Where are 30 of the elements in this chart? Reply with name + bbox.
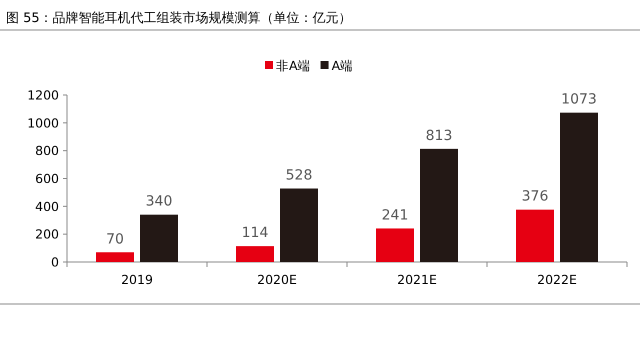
data-label: 528 xyxy=(286,168,312,184)
x-tick-label: 2019 xyxy=(121,272,153,287)
y-tick-label: 600 xyxy=(35,171,60,186)
bar xyxy=(236,246,274,262)
x-tick-label: 2020E xyxy=(257,272,297,287)
bar xyxy=(280,188,318,262)
bar xyxy=(420,148,458,262)
bar xyxy=(376,228,414,262)
data-label: 241 xyxy=(382,207,408,224)
data-label: 340 xyxy=(146,194,172,210)
y-tick-label: 1000 xyxy=(27,115,60,130)
y-tick-label: 1200 xyxy=(27,88,60,102)
y-tick-label: 400 xyxy=(35,198,60,214)
y-tick-label: 800 xyxy=(35,143,60,158)
chart-title: 图 55：品牌智能耳机代工组装市场规模测算（单位：亿元） xyxy=(6,11,352,26)
data-label: 70 xyxy=(106,231,124,248)
bar xyxy=(560,112,598,262)
y-tick-label: 200 xyxy=(35,226,60,242)
x-tick-label: 2021E xyxy=(397,272,437,287)
data-label: 376 xyxy=(522,188,548,205)
bar xyxy=(140,214,178,262)
legend-label: A端 xyxy=(332,58,354,73)
data-label: 1073 xyxy=(561,92,597,108)
data-label: 813 xyxy=(426,128,452,144)
bar xyxy=(96,252,134,262)
bar xyxy=(516,210,554,262)
y-tick-label: 0 xyxy=(51,254,60,270)
legend-label: 非A端 xyxy=(276,58,311,73)
x-tick-label: 2022E xyxy=(537,272,577,287)
data-label: 114 xyxy=(242,225,268,242)
